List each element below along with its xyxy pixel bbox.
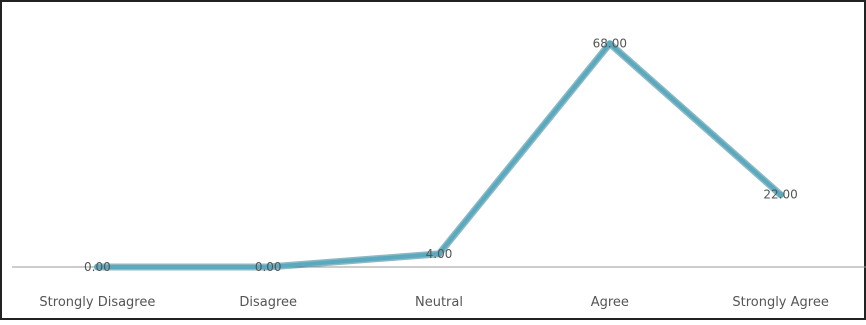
data-label: 68.00 <box>593 37 627 51</box>
data-labels: 0.00 0.00 4.00 68.00 22.00 <box>84 37 798 274</box>
data-point <box>606 40 613 47</box>
series-group <box>93 40 785 271</box>
data-point <box>436 250 442 257</box>
x-tick-label: Agree <box>591 295 629 310</box>
x-tick-label: Strongly Agree <box>732 295 829 310</box>
data-label: 4.00 <box>426 247 453 261</box>
data-point <box>265 264 272 270</box>
x-tick-label: Strongly Disagree <box>39 295 155 310</box>
x-tick-label: Disagree <box>239 295 297 310</box>
x-tick-label: Neutral <box>415 295 463 310</box>
data-label: 22.00 <box>763 188 797 202</box>
data-point <box>777 191 784 198</box>
data-point <box>94 264 101 270</box>
x-axis-tick-labels: Strongly Disagree Disagree Neutral Agree Str… <box>39 295 828 310</box>
data-label: 0.00 <box>84 260 111 274</box>
data-label: 0.00 <box>255 260 282 274</box>
